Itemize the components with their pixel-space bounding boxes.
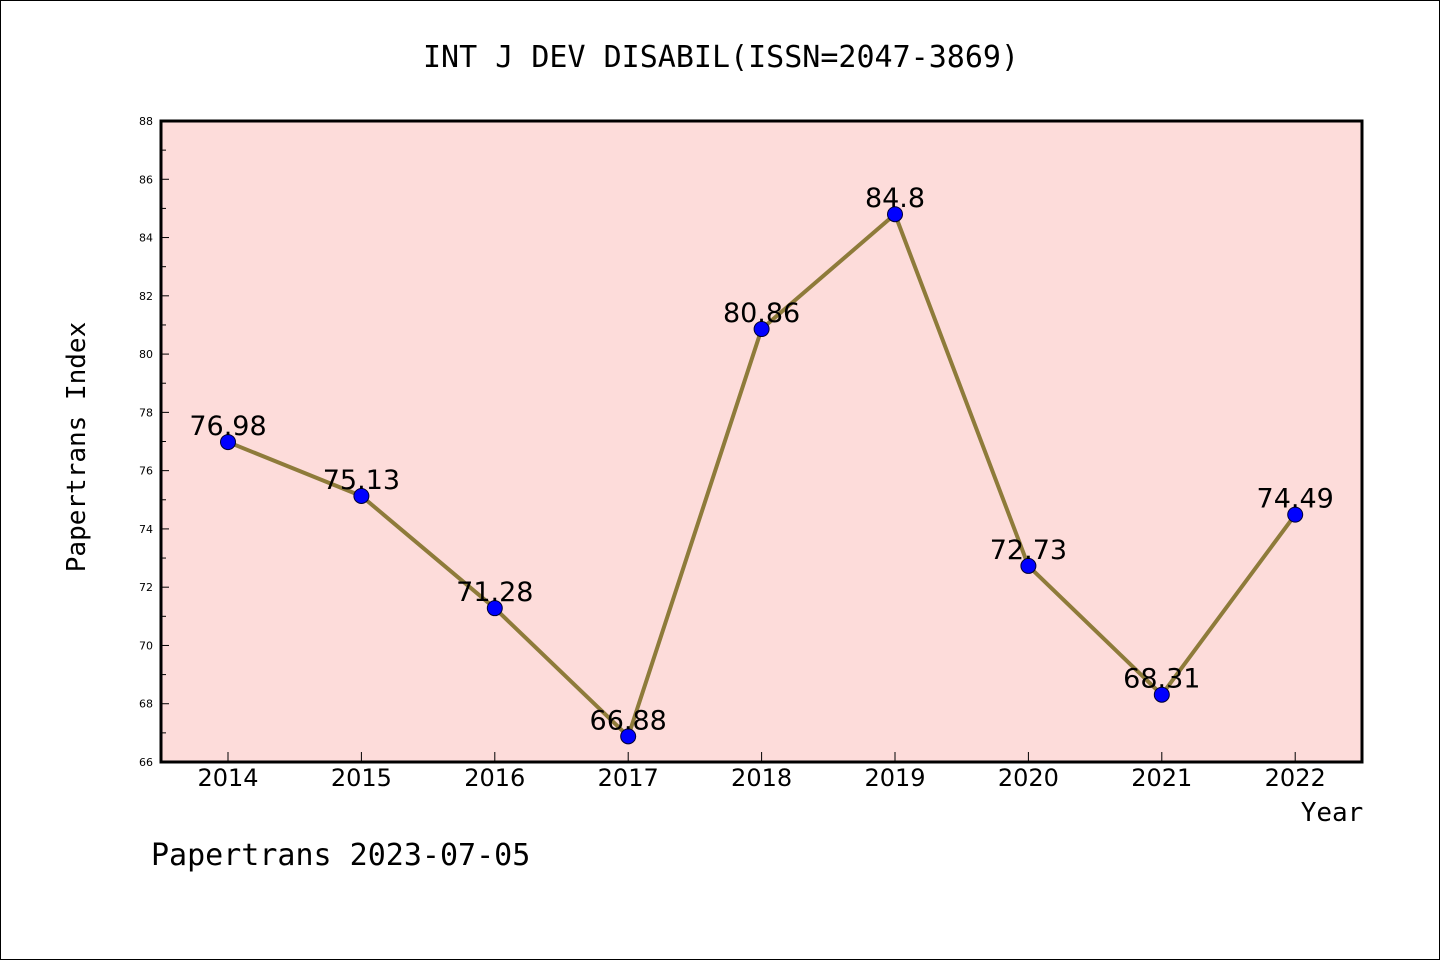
data-point — [1153, 686, 1170, 703]
x-tick-label: 2021 — [1131, 764, 1192, 792]
x-tick-label: 2015 — [331, 764, 392, 792]
data-point — [753, 321, 770, 338]
data-label: 84.8 — [865, 183, 925, 214]
y-tick-label: 78 — [139, 406, 153, 419]
y-tick-label: 66 — [139, 756, 153, 769]
x-tick-label: 2019 — [864, 764, 925, 792]
y-tick-label: 88 — [139, 115, 153, 128]
y-tick-label: 86 — [139, 173, 153, 186]
x-tick-label: 2014 — [197, 764, 258, 792]
y-tick-label: 76 — [139, 465, 153, 478]
data-labels: 76.98 75.13 71.28 66.88 80.86 84.8 72.73 68.31 7… — [189, 183, 1333, 736]
x-tick-label: 2016 — [464, 764, 525, 792]
x-tick-label: 2018 — [731, 764, 792, 792]
data-label: 71.28 — [456, 577, 533, 608]
data-label: 76.98 — [189, 411, 266, 442]
data-point — [486, 600, 503, 617]
y-tick-label: 74 — [139, 523, 153, 536]
plot-border — [159, 119, 1364, 764]
y-tick-label: 68 — [139, 698, 153, 711]
y-tick-label: 84 — [139, 232, 153, 245]
data-label: 80.86 — [723, 298, 800, 329]
data-label: 66.88 — [590, 705, 667, 736]
x-tick-label: 2020 — [998, 764, 1059, 792]
data-label: 72.73 — [990, 535, 1067, 566]
y-tick-label: 70 — [139, 639, 153, 652]
y-axis-ticks: 66 68 70 72 74 76 78 80 82 84 86 88 — [139, 115, 169, 769]
data-label: 75.13 — [323, 465, 400, 496]
y-axis-label: Papertrans Index — [62, 322, 92, 572]
data-point — [887, 206, 903, 223]
data-point — [620, 728, 637, 745]
data-point — [1020, 557, 1037, 574]
y-tick-label: 82 — [139, 290, 153, 303]
y-tick-label: 72 — [139, 581, 153, 594]
data-markers — [220, 206, 1304, 745]
data-label: 74.49 — [1257, 484, 1334, 515]
data-point — [353, 487, 370, 504]
y-tick-label: 80 — [139, 348, 153, 361]
plot-area — [161, 121, 1362, 762]
footer-text: Papertrans 2023-07-05 — [151, 838, 530, 873]
x-tick-label: 2022 — [1265, 764, 1326, 792]
data-point — [1287, 506, 1304, 523]
x-tick-label: 2017 — [598, 764, 659, 792]
x-axis-label: Year — [1301, 798, 1364, 828]
data-point — [220, 434, 236, 451]
chart-title: INT J DEV DISABIL(ISSN=2047-3869) — [423, 40, 1019, 75]
x-axis-ticks: 2014 2015 2016 2017 2018 2019 2020 2021 2022 — [197, 752, 1326, 792]
data-label: 68.31 — [1123, 664, 1200, 695]
